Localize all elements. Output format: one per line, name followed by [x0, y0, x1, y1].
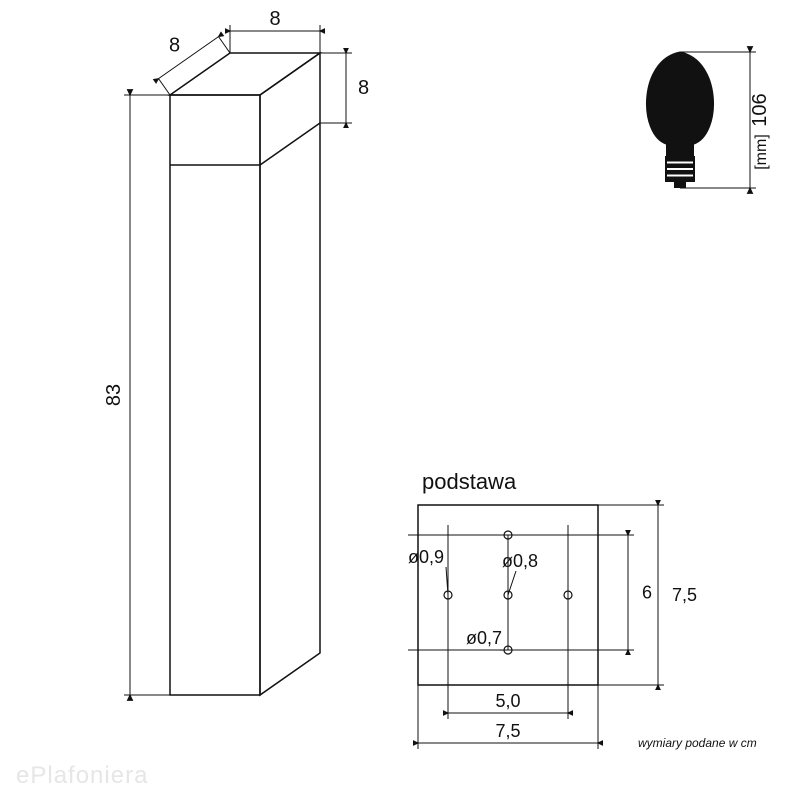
svg-text:7,5: 7,5 — [495, 721, 520, 741]
base-drawing: podstawa ø0,9 ø0,8 ø0,7 5,0 7,5 6 7,5 wymiary po… — [408, 469, 757, 750]
svg-text:8: 8 — [169, 35, 180, 57]
watermark: ePlafoniera — [16, 762, 148, 790]
svg-text:106: 106 — [749, 93, 771, 126]
svg-text:6: 6 — [642, 583, 652, 603]
svg-text:ø0,7: ø0,7 — [466, 628, 502, 648]
svg-text:8: 8 — [269, 8, 280, 30]
svg-text:83: 83 — [103, 384, 125, 406]
svg-text:5,0: 5,0 — [495, 691, 520, 711]
base-label: podstawa — [422, 469, 517, 494]
svg-text:[mm]: [mm] — [753, 134, 770, 170]
bulb-drawing: 106 [mm] — [646, 52, 771, 188]
svg-text:wymiary podane w cm: wymiary podane w cm — [638, 736, 757, 750]
svg-text:8: 8 — [358, 77, 369, 99]
svg-text:ø0,9: ø0,9 — [408, 547, 444, 567]
post-drawing: 8 8 8 83 — [103, 8, 369, 695]
svg-text:7,5: 7,5 — [672, 585, 697, 605]
svg-text:ø0,8: ø0,8 — [502, 551, 538, 571]
